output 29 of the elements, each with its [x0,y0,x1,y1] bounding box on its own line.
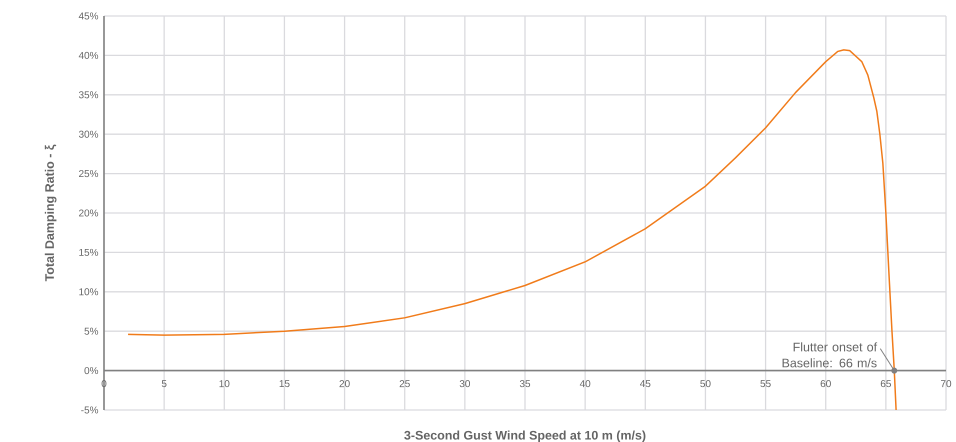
x-tick-label: 55 [760,380,771,388]
x-tick-label: 50 [700,380,711,388]
x-tick-label: 30 [460,380,470,388]
x-tick-label: 60 [820,380,831,388]
y-tick-label: 40% [78,52,98,59]
x-tick-label: 20 [340,380,350,388]
annotation: Flutter onset of Baseline: 66 m/s [782,342,878,368]
x-tick-label: 65 [880,380,891,388]
x-tick-label: 15 [280,380,290,388]
y-tick-label: 25% [79,170,98,178]
x-tick-label: 25 [400,380,410,388]
y-tick-label: 35% [78,91,98,98]
x-tick-label: 5 [162,380,166,388]
y-tick-label: 15% [79,248,98,256]
x-tick-label: 45 [640,380,650,388]
y-tick-label: 20% [79,209,98,217]
y-tick-label: 5% [84,328,98,335]
y-tick-label: 30% [78,130,98,138]
y-tick-label: -5% [81,406,98,414]
y-tick-label: 45% [78,12,98,20]
x-tick-label: 40 [580,380,590,388]
y-axis-title: Total Damping Ratio - ξ [44,144,56,282]
y-tick-label: 0% [84,367,98,374]
y-tick-label: 10% [79,288,98,296]
line-series [127,49,898,411]
x-tick-label: 10 [220,380,230,388]
x-tick-label: 70 [940,380,952,388]
x-axis-title: 3-Second Gust Wind Speed at 10 m (m/s) [404,430,646,442]
x-tick-label: 35 [520,380,530,388]
